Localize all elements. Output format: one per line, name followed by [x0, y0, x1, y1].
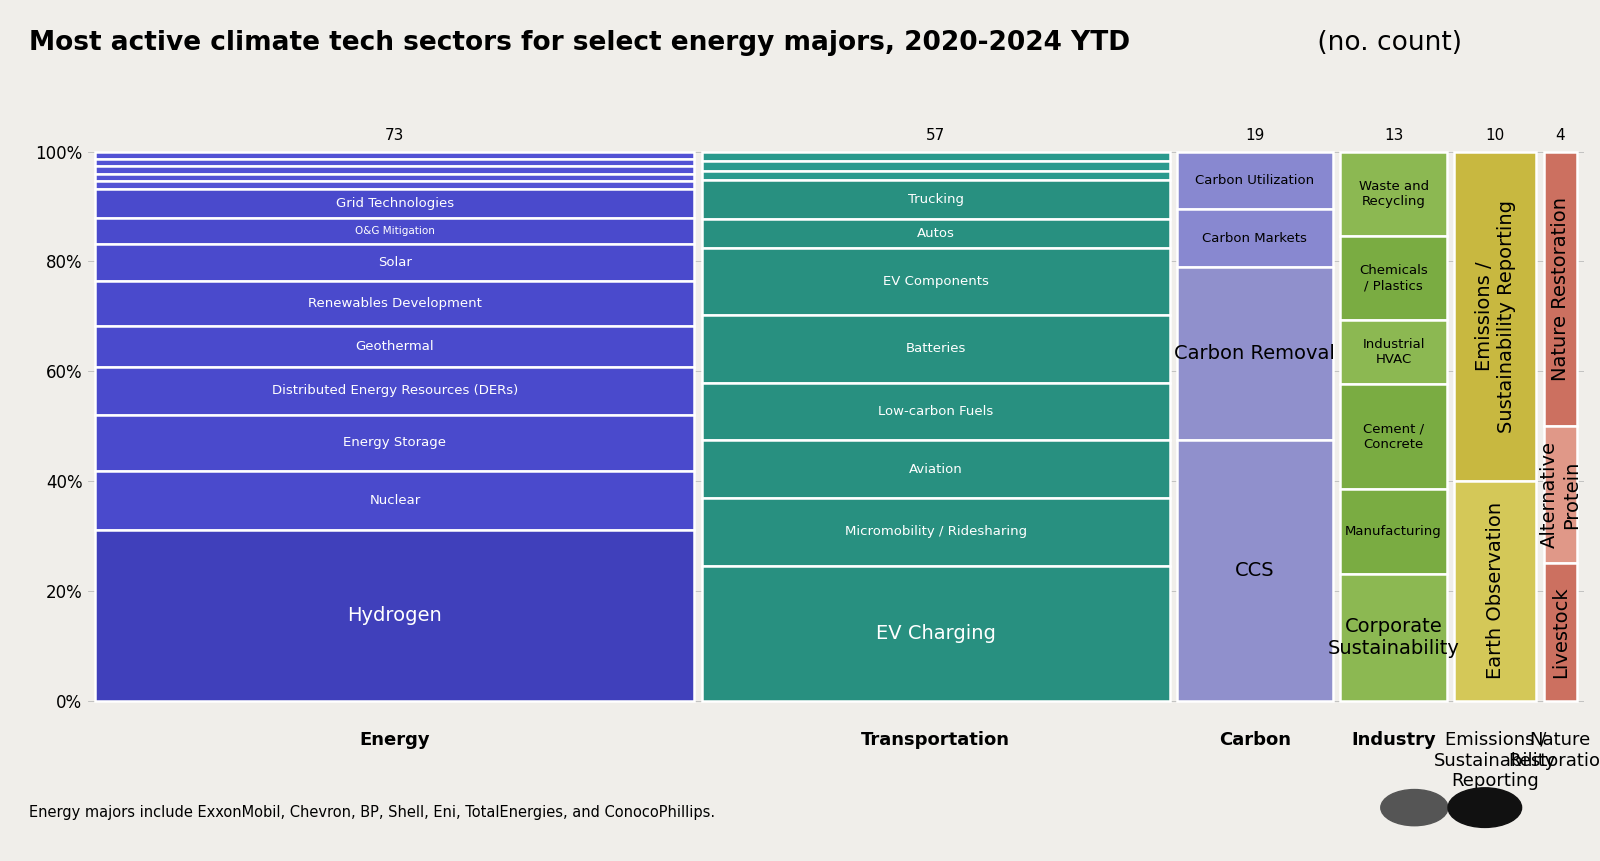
- Text: Solar: Solar: [378, 257, 411, 269]
- Text: Carbon Utilization: Carbon Utilization: [1195, 174, 1315, 187]
- Bar: [96, 367, 694, 415]
- Text: Nature
Restoration: Nature Restoration: [1509, 731, 1600, 770]
- Bar: [96, 174, 694, 181]
- Bar: [1544, 426, 1576, 563]
- Text: Most active climate tech sectors for select energy majors, 2020-2024 YTD: Most active climate tech sectors for sel…: [29, 30, 1130, 56]
- Text: Energy Storage: Energy Storage: [344, 437, 446, 449]
- Bar: [1454, 481, 1536, 701]
- Text: Grid Technologies: Grid Technologies: [336, 197, 454, 210]
- Text: (no. count): (no. count): [1309, 30, 1462, 56]
- Bar: [1178, 152, 1333, 209]
- Bar: [1544, 152, 1576, 426]
- Text: 57: 57: [926, 128, 946, 143]
- Bar: [702, 566, 1170, 701]
- Text: Industry: Industry: [1350, 731, 1435, 749]
- Text: Carbon: Carbon: [1219, 731, 1291, 749]
- Text: Aviation: Aviation: [909, 463, 963, 476]
- Text: Renewables Development: Renewables Development: [307, 297, 482, 310]
- Text: Micromobility / Ridesharing: Micromobility / Ridesharing: [845, 525, 1027, 538]
- Text: Energy majors include ExxonMobil, Chevron, BP, Shell, Eni, TotalEnergies, and Co: Energy majors include ExxonMobil, Chevro…: [29, 805, 715, 820]
- Text: Batteries: Batteries: [906, 343, 966, 356]
- Text: Distributed Energy Resources (DERs): Distributed Energy Resources (DERs): [272, 384, 518, 397]
- Text: 4: 4: [1555, 128, 1565, 143]
- Bar: [1178, 267, 1333, 441]
- Text: Industrial
HVAC: Industrial HVAC: [1362, 338, 1426, 366]
- Bar: [1544, 563, 1576, 701]
- Bar: [1341, 320, 1446, 384]
- Bar: [702, 181, 1170, 219]
- Bar: [96, 530, 694, 701]
- Bar: [96, 282, 694, 325]
- Bar: [1341, 236, 1446, 320]
- Bar: [702, 152, 1170, 161]
- Text: Carbon Removal: Carbon Removal: [1174, 344, 1336, 363]
- Bar: [1178, 209, 1333, 267]
- Bar: [702, 441, 1170, 499]
- Bar: [96, 219, 694, 245]
- Bar: [702, 170, 1170, 181]
- Text: 19: 19: [1245, 128, 1264, 143]
- Text: EV Components: EV Components: [883, 275, 989, 288]
- Bar: [1178, 441, 1333, 701]
- Text: 73: 73: [386, 128, 405, 143]
- Text: CCS: CCS: [1235, 561, 1275, 580]
- Text: Manufacturing: Manufacturing: [1346, 525, 1442, 538]
- Text: Emissions /
Sustainability
Reporting: Emissions / Sustainability Reporting: [1434, 731, 1557, 790]
- Text: Hydrogen: Hydrogen: [347, 606, 442, 625]
- Text: Transportation: Transportation: [861, 731, 1010, 749]
- Text: Emissions /
Sustainability Reporting: Emissions / Sustainability Reporting: [1475, 200, 1515, 433]
- Bar: [1341, 489, 1446, 573]
- Bar: [96, 159, 694, 166]
- Text: Low-carbon Fuels: Low-carbon Fuels: [878, 405, 994, 418]
- Text: Carbon Markets: Carbon Markets: [1203, 232, 1307, 245]
- Bar: [1341, 384, 1446, 489]
- Text: 13: 13: [1384, 128, 1403, 143]
- Bar: [1341, 152, 1446, 236]
- Bar: [96, 181, 694, 189]
- Text: Waste and
Recycling: Waste and Recycling: [1358, 180, 1429, 208]
- Text: Chemicals
/ Plastics: Chemicals / Plastics: [1358, 264, 1427, 292]
- Bar: [702, 219, 1170, 248]
- Text: Corporate
Sustainability: Corporate Sustainability: [1328, 616, 1459, 658]
- Text: Nature Restoration: Nature Restoration: [1550, 197, 1570, 381]
- Bar: [702, 248, 1170, 315]
- Bar: [96, 189, 694, 219]
- Text: 10: 10: [1486, 128, 1506, 143]
- Bar: [96, 245, 694, 282]
- Bar: [1341, 573, 1446, 701]
- Text: Earth Observation: Earth Observation: [1486, 502, 1506, 679]
- Text: Livestock: Livestock: [1550, 586, 1570, 678]
- Bar: [96, 471, 694, 530]
- Bar: [96, 152, 694, 159]
- Bar: [702, 382, 1170, 441]
- Text: Nuclear: Nuclear: [370, 493, 421, 507]
- Bar: [96, 166, 694, 174]
- Bar: [702, 499, 1170, 566]
- Bar: [702, 315, 1170, 382]
- Text: Alternative
Protein: Alternative Protein: [1539, 441, 1581, 548]
- Text: Cement /
Concrete: Cement / Concrete: [1363, 423, 1424, 450]
- Text: Geothermal: Geothermal: [355, 340, 434, 353]
- Text: O&G Mitigation: O&G Mitigation: [355, 226, 435, 236]
- Bar: [702, 161, 1170, 170]
- Text: Autos: Autos: [917, 227, 955, 240]
- Text: Energy: Energy: [360, 731, 430, 749]
- Text: Trucking: Trucking: [907, 193, 963, 206]
- Bar: [96, 415, 694, 471]
- Bar: [96, 325, 694, 367]
- Bar: [1454, 152, 1536, 481]
- Text: EV Charging: EV Charging: [875, 623, 995, 642]
